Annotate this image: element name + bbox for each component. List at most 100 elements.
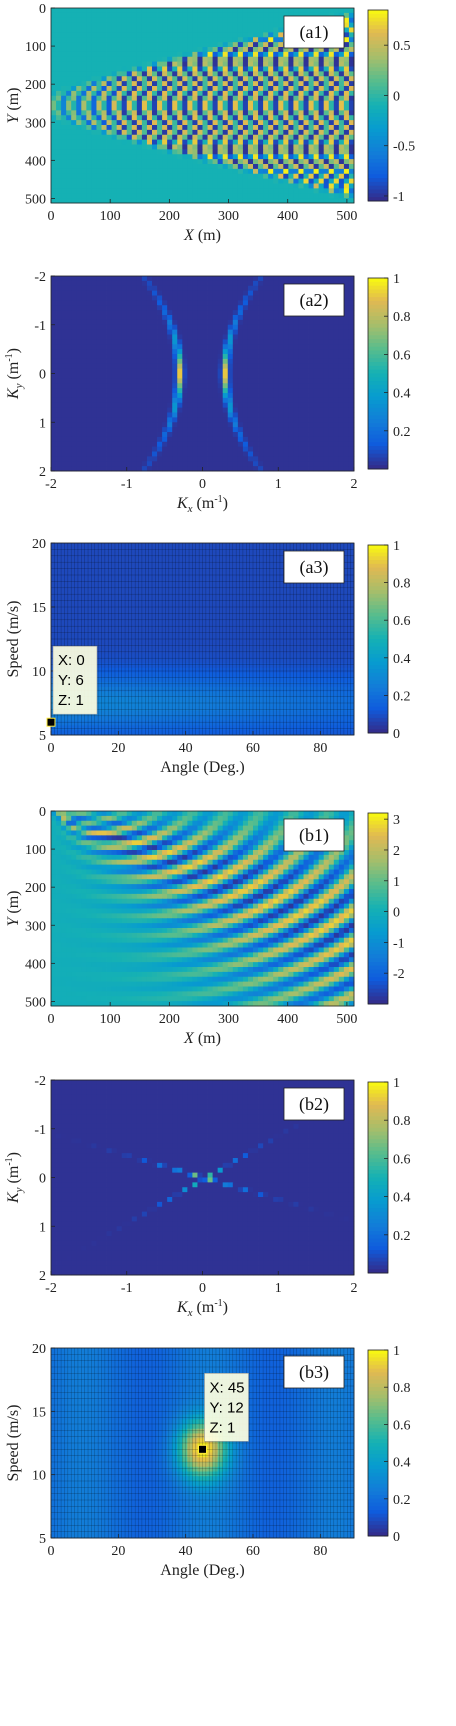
heatmap-cell (106, 329, 112, 335)
y-tick-label: 500 (25, 192, 46, 207)
heatmap-cell (293, 422, 299, 428)
heatmap-cell (141, 393, 148, 399)
heatmap-cell (71, 417, 77, 423)
heatmap-cell (263, 110, 269, 116)
heatmap-cell (177, 51, 183, 58)
heatmap-cell (212, 42, 219, 48)
heatmap-cell (293, 100, 299, 106)
heatmap-cell (76, 451, 82, 457)
heatmap-cell (207, 402, 213, 409)
heatmap-cell (136, 27, 143, 33)
heatmap-cell (167, 95, 173, 102)
heatmap-cell (273, 432, 279, 438)
heatmap-cell (126, 183, 133, 189)
heatmap-cell (237, 436, 244, 443)
heatmap-cell (136, 456, 143, 462)
heatmap-cell (303, 417, 309, 423)
heatmap-cell (141, 115, 148, 121)
heatmap-cell (227, 310, 234, 316)
heatmap-cell (76, 363, 82, 370)
heatmap-cell (207, 417, 213, 423)
heatmap-cell (212, 402, 219, 409)
heatmap-cell (313, 173, 320, 180)
heatmap-cell (298, 446, 304, 452)
heatmap-cell (313, 125, 320, 131)
heatmap-cell (333, 168, 340, 175)
heatmap-cell (343, 305, 350, 311)
heatmap-cell (91, 32, 97, 38)
heatmap-cell (81, 334, 87, 340)
heatmap-cell (121, 120, 128, 126)
heatmap-cell (182, 305, 188, 311)
heatmap-cell (126, 173, 133, 180)
heatmap-cell (167, 71, 173, 77)
heatmap-cell (348, 412, 355, 418)
heatmap-cell (273, 134, 279, 141)
heatmap-cell (328, 100, 335, 106)
heatmap-cell (333, 198, 340, 204)
colorbar-step (368, 109, 388, 114)
heatmap-cell (293, 358, 299, 365)
heatmap-cell (197, 466, 203, 472)
heatmap-cell (71, 388, 77, 394)
heatmap-cell (111, 47, 118, 53)
heatmap-cell (157, 276, 163, 282)
heatmap-cell (207, 393, 213, 399)
heatmap-cell (232, 90, 239, 97)
heatmap-cell (71, 412, 77, 418)
heatmap-cell (278, 441, 284, 448)
heatmap-cell (51, 276, 57, 282)
heatmap-cell (202, 129, 208, 136)
heatmap-cell (162, 154, 168, 160)
heatmap-cell (283, 51, 289, 58)
heatmap-cell (141, 446, 148, 452)
heatmap-cell (308, 378, 314, 384)
heatmap-cell (66, 90, 72, 97)
heatmap-cell (212, 397, 219, 404)
y-tick-label: -1 (34, 319, 46, 334)
heatmap-cell (162, 344, 168, 350)
heatmap-cell (56, 383, 62, 389)
heatmap-cell (298, 451, 304, 457)
heatmap-cell (343, 134, 350, 141)
heatmap-cell (242, 66, 249, 72)
heatmap-cell (288, 461, 294, 467)
heatmap-cell (56, 8, 62, 14)
heatmap-cell (268, 51, 274, 58)
heatmap-cell (298, 183, 304, 189)
heatmap-cell (338, 339, 345, 345)
heatmap-cell (333, 432, 340, 438)
heatmap-cell (116, 71, 123, 77)
heatmap-cell (91, 154, 97, 160)
heatmap-cell (131, 363, 138, 370)
heatmap-cell (308, 354, 314, 360)
heatmap-cell (91, 173, 97, 180)
heatmap-cell (66, 76, 72, 82)
heatmap-cell (152, 71, 158, 77)
heatmap-cell (288, 47, 294, 53)
heatmap-cell (177, 324, 183, 331)
heatmap-cell (222, 76, 229, 82)
heatmap-cell (66, 95, 72, 102)
heatmap-cell (323, 120, 330, 126)
heatmap-cell (263, 446, 269, 452)
heatmap-cell (152, 8, 158, 14)
heatmap-cell (303, 422, 309, 428)
heatmap-cell (227, 276, 234, 282)
heatmap-cell (328, 354, 335, 360)
heatmap-cell (146, 441, 153, 448)
heatmap-cell (81, 295, 87, 301)
heatmap-cell (197, 22, 203, 28)
heatmap-cell (86, 397, 92, 404)
heatmap-cell (116, 164, 123, 170)
heatmap-cell (56, 285, 62, 292)
heatmap-cell (101, 51, 107, 58)
heatmap-cell (111, 402, 118, 409)
heatmap-cell (131, 402, 138, 409)
heatmap-cell (338, 193, 345, 199)
heatmap-cell (212, 393, 219, 399)
heatmap-cell (121, 173, 128, 180)
heatmap-cell (197, 446, 203, 452)
heatmap-cell (131, 290, 138, 296)
heatmap-cell (343, 354, 350, 360)
